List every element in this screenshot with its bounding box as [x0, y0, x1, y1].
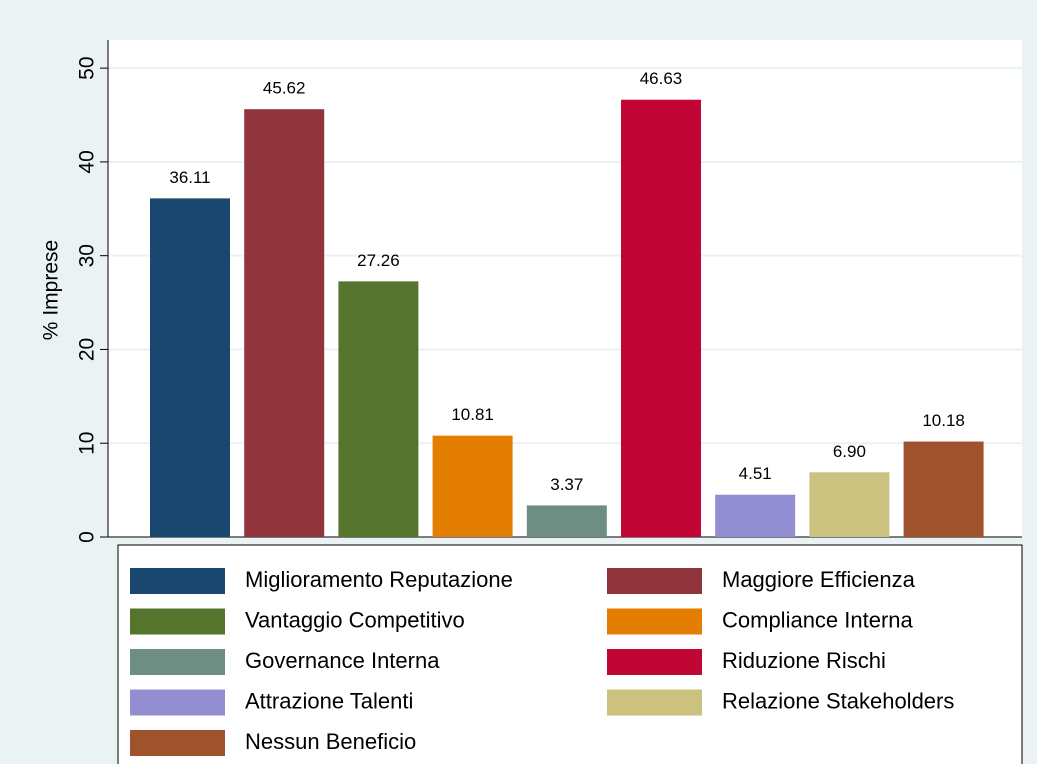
bar	[809, 472, 890, 537]
legend-swatch	[130, 568, 225, 594]
legend-swatch	[130, 608, 225, 635]
y-tick-label: 20	[76, 338, 99, 361]
bar	[150, 198, 230, 537]
legend-label: Nessun Beneficio	[245, 729, 416, 754]
y-tick-label: 10	[76, 432, 99, 455]
value-label: 45.62	[263, 79, 306, 98]
legend-swatch	[130, 730, 225, 756]
bar	[338, 281, 419, 537]
legend-label: Governance Interna	[245, 648, 440, 673]
legend-label: Miglioramento Reputazione	[245, 567, 513, 592]
legend-swatch	[607, 608, 702, 635]
value-label: 4.51	[739, 464, 772, 483]
y-axis-title: % Imprese	[40, 240, 63, 340]
bar	[244, 109, 325, 538]
legend-label: Vantaggio Competitivo	[245, 607, 465, 632]
bar	[903, 441, 984, 537]
value-label: 36.11	[169, 168, 210, 187]
legend	[117, 544, 1023, 764]
legend-label: Compliance Interna	[722, 607, 914, 632]
legend-label: Maggiore Efficienza	[722, 567, 916, 592]
bar	[715, 494, 796, 537]
y-tick-label: 0	[76, 531, 99, 543]
legend-swatch	[607, 649, 702, 675]
legend-swatch	[130, 689, 225, 716]
bar	[526, 505, 607, 537]
value-label: 6.90	[833, 442, 866, 461]
y-tick-label: 30	[76, 244, 99, 267]
legend-label: Riduzione Rischi	[722, 648, 886, 673]
y-tick-label: 50	[76, 56, 99, 79]
value-label: 10.18	[922, 411, 965, 430]
legend-swatch	[130, 649, 225, 675]
value-label: 46.63	[640, 69, 683, 88]
value-label: 27.26	[357, 251, 400, 270]
y-tick-label: 40	[76, 150, 99, 173]
bar	[621, 99, 701, 538]
legend-label: Relazione Stakeholders	[722, 688, 954, 713]
bar	[432, 435, 513, 537]
legend-swatch	[607, 568, 702, 594]
value-label: 10.81	[451, 405, 494, 424]
legend-swatch	[607, 689, 702, 716]
legend-label: Attrazione Talenti	[245, 688, 413, 713]
value-label: 3.37	[550, 475, 583, 494]
